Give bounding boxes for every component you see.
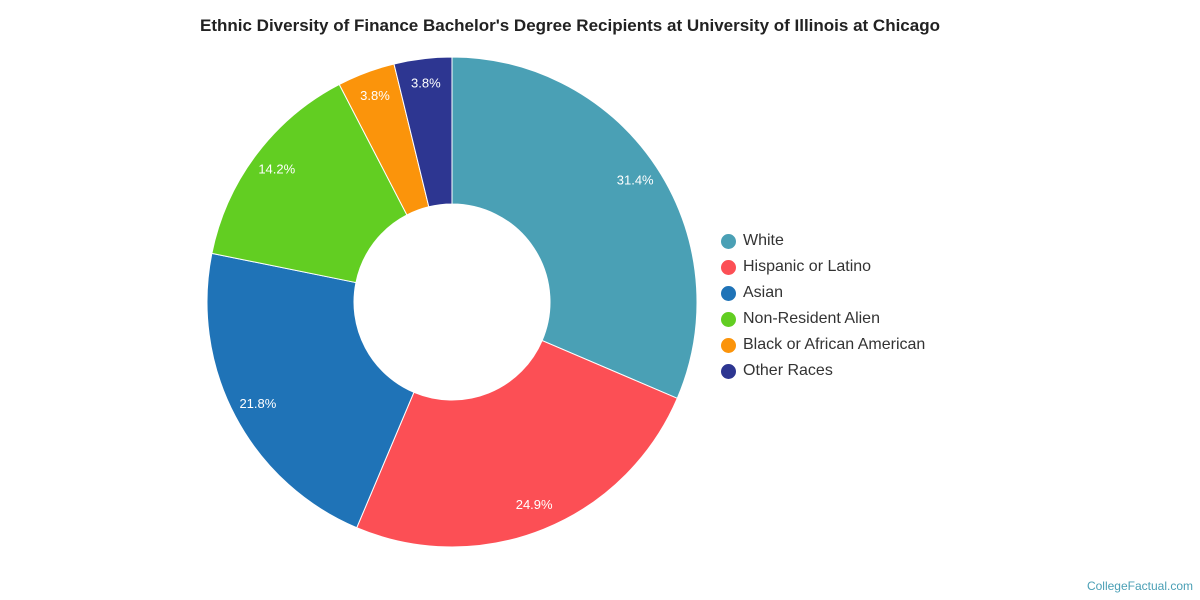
legend-label: Asian <box>743 284 784 301</box>
legend-item-other-races[interactable]: Other Races <box>721 358 925 384</box>
slice-label-black-or-african-american: 3.8% <box>360 88 390 103</box>
slice-label-asian: 21.8% <box>239 396 276 411</box>
legend-swatch-icon <box>721 233 736 249</box>
legend-label: White <box>743 232 784 249</box>
legend-label: Hispanic or Latino <box>743 258 872 275</box>
legend-item-white[interactable]: White <box>721 228 925 254</box>
slice-non-resident-alien[interactable] <box>211 83 408 284</box>
source-credit-link[interactable]: CollegeFactual.com <box>1086 579 1193 593</box>
legend-swatch-icon <box>721 337 736 353</box>
slice-white[interactable] <box>451 56 698 399</box>
legend-label: Non-Resident Alien <box>743 310 880 327</box>
chart-legend: White Hispanic or Latino Asian Non-Resident… <box>721 228 925 384</box>
legend-label: Black or African American <box>743 336 926 353</box>
slice-label-non-resident-alien: 14.2% <box>258 161 295 176</box>
slice-label-other-races: 3.8% <box>411 76 441 91</box>
slice-other-races[interactable] <box>393 56 453 208</box>
slice-label-hispanic-or-latino: 24.9% <box>516 497 553 512</box>
legend-item-hispanic-or-latino[interactable]: Hispanic or Latino <box>721 254 925 280</box>
slice-label-white: 31.4% <box>617 173 654 188</box>
legend-swatch-icon <box>721 285 736 301</box>
legend-item-non-resident-alien[interactable]: Non-Resident Alien <box>721 306 925 332</box>
slice-asian[interactable] <box>206 252 415 529</box>
legend-swatch-icon <box>721 259 736 275</box>
legend-label: Other Races <box>743 362 833 379</box>
legend-item-black-or-african-american[interactable]: Black or African American <box>721 332 925 358</box>
legend-item-asian[interactable]: Asian <box>721 280 925 306</box>
slice-hispanic-or-latino[interactable] <box>356 339 678 548</box>
legend-swatch-icon <box>721 363 736 379</box>
chart-title: Ethnic Diversity of Finance Bachelor's D… <box>200 16 940 35</box>
legend-swatch-icon <box>721 311 736 327</box>
